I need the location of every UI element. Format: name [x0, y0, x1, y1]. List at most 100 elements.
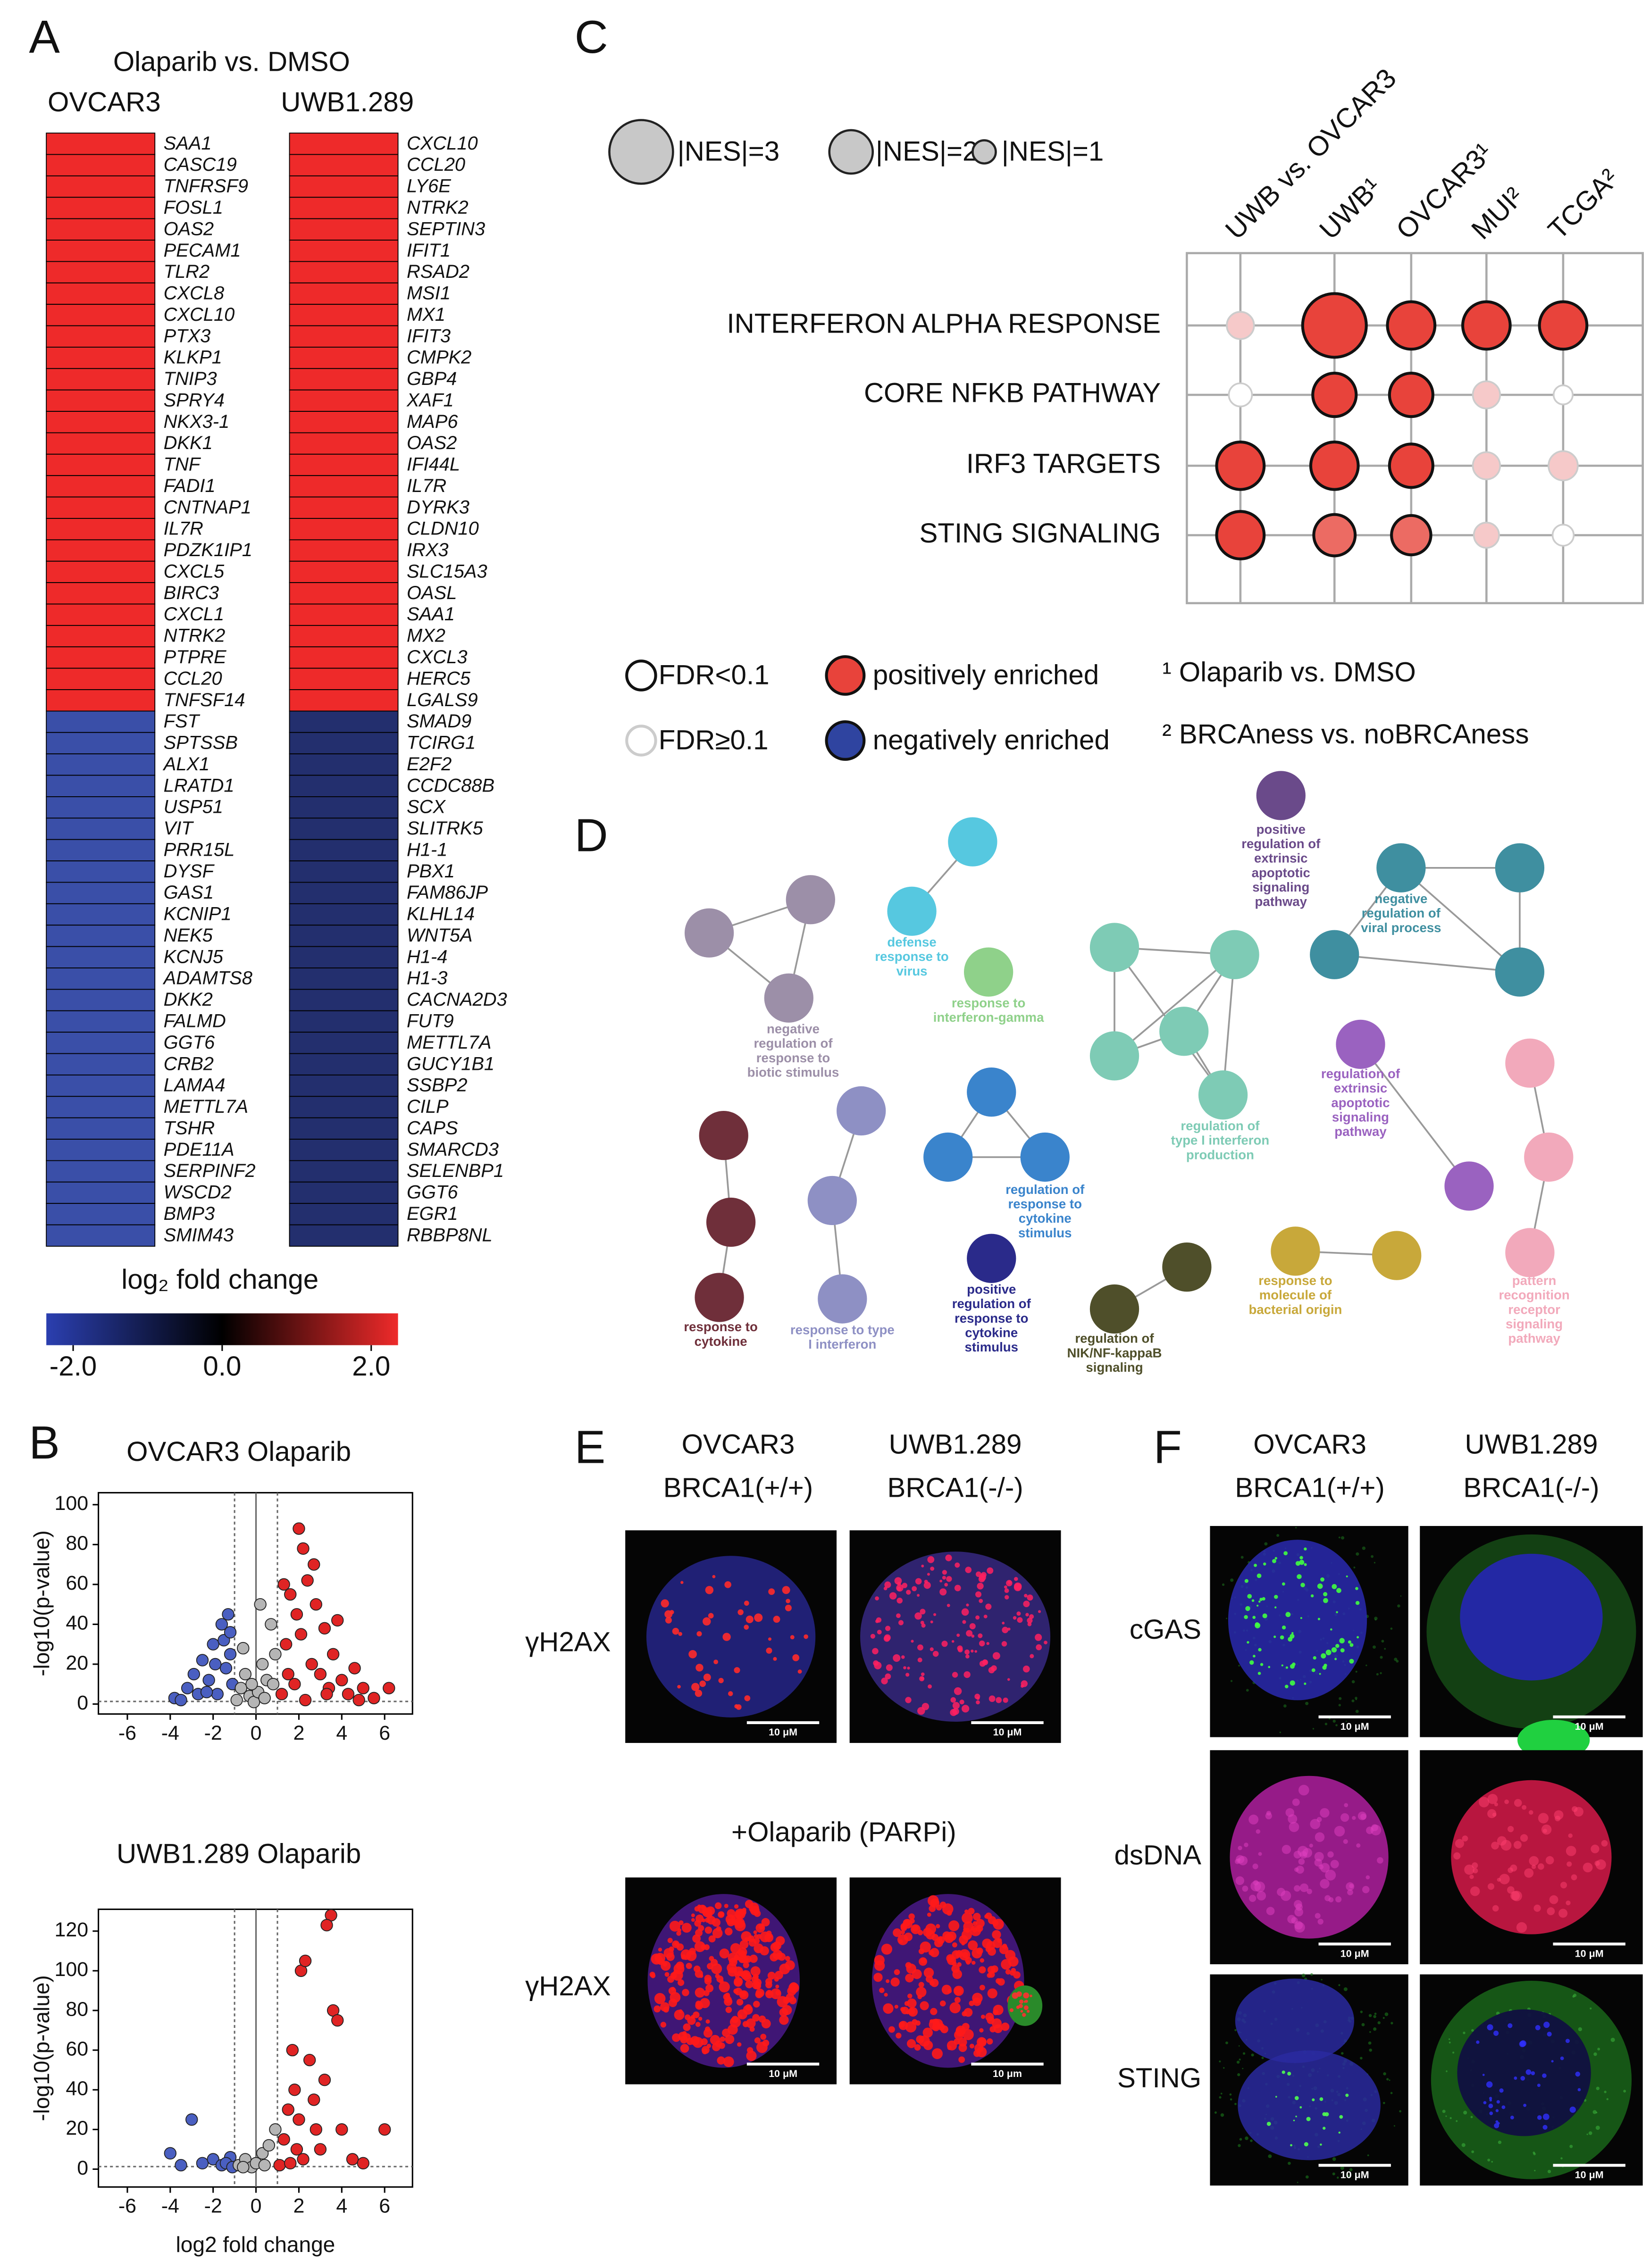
fluorescence-spot: [1510, 1864, 1517, 1872]
fluorescence-spot: [976, 1700, 980, 1705]
fluorescence-spot: [649, 1971, 655, 1977]
fluorescence-spot: [1294, 1921, 1303, 1930]
fluorescence-spot: [923, 1927, 932, 1937]
fluorescence-spot: [1349, 2168, 1353, 2171]
heatmap-cell: [46, 1181, 156, 1204]
fluorescence-spot: [1248, 1814, 1259, 1825]
size-legend-circle: [608, 119, 674, 185]
fluorescence-spot: [965, 1957, 972, 1964]
fluorescence-spot: [992, 1652, 1000, 1660]
fluorescence-spot: [698, 2017, 703, 2021]
heatmap-cell: [46, 967, 156, 990]
legend-negative: [825, 720, 866, 761]
fluorescence-spot: [753, 2001, 760, 2008]
fluorescence-spot: [683, 2023, 691, 2031]
fluorescence-spot: [916, 2035, 924, 2043]
gene-label: CXCL10: [164, 304, 235, 325]
fluorescence-spot: [912, 1925, 919, 1932]
fluorescence-spot: [963, 2029, 974, 2040]
fluorescence-spot: [1355, 1587, 1358, 1590]
y-tick-label: 80: [66, 1532, 88, 1555]
fluorescence-spot: [1377, 2021, 1381, 2025]
cluster-label: response to: [756, 1051, 830, 1065]
fluorescence-spot: [1514, 2076, 1517, 2080]
cluster-label: defense: [887, 935, 936, 950]
fluorescence-spot: [1311, 1668, 1315, 1672]
fluorescence-spot: [886, 1979, 890, 1983]
fluorescence-spot: [979, 1984, 985, 1991]
fluorescence-spot: [902, 1583, 908, 1588]
fluorescence-spot: [917, 1930, 923, 1935]
fluorescence-spot: [1510, 2116, 1514, 2119]
fluorescence-spot: [1542, 2113, 1549, 2120]
fluorescence-spot: [730, 1943, 741, 1954]
volcano-point: [282, 1668, 294, 1681]
fluorescence-spot: [1238, 2144, 1241, 2147]
fluorescence-spot: [1307, 1889, 1312, 1894]
fluorescence-spot: [1542, 2073, 1547, 2078]
gene-label: CLDN10: [407, 518, 479, 539]
x-tick-label: 4: [336, 1722, 347, 1744]
fluorescence-spot: [931, 2048, 943, 2060]
fluorescence-spot: [1256, 1573, 1262, 1578]
fluorescence-spot: [1566, 1900, 1571, 1906]
fluorescence-spot: [875, 1596, 879, 1601]
fluorescence-spot: [680, 2044, 689, 2053]
column-header: UWB1.289: [1465, 1429, 1598, 1460]
fluorescence-spot: [1464, 1864, 1474, 1875]
x-tick-label: 0: [251, 1722, 262, 1744]
fluorescence-spot: [725, 1996, 732, 2003]
fluorescence-spot: [1487, 1883, 1495, 1890]
fluorescence-spot: [786, 1599, 790, 1603]
fluorescence-spot: [982, 1659, 988, 1665]
fluorescence-spot: [694, 1941, 705, 1952]
fluorescence-spot: [961, 1929, 972, 1940]
column-name: UWB1.289: [281, 87, 414, 117]
network-node: [807, 1176, 857, 1226]
fluorescence-spot: [1469, 1875, 1474, 1879]
fluorescence-spot: [905, 1974, 914, 1983]
fluorescence-spot: [964, 1649, 970, 1655]
fluorescence-spot: [1219, 2096, 1222, 2099]
panel-letter: A: [29, 11, 60, 63]
enrichment-dot: [1215, 510, 1266, 560]
gene-label: GGT6: [164, 1032, 215, 1053]
fluorescence-spot: [1399, 2110, 1402, 2113]
fluorescence-spot: [1007, 1580, 1012, 1584]
volcano-point: [314, 2143, 327, 2156]
fluorescence-spot: [719, 1981, 730, 1993]
y-tick-label: 20: [66, 1651, 88, 1674]
fluorescence-spot: [957, 1962, 962, 1967]
fluorescence-spot: [676, 1943, 684, 1951]
fluorescence-spot: [942, 1576, 946, 1580]
heatmap-cell: [289, 625, 399, 648]
fluorescence-spot: [1483, 2101, 1487, 2104]
fluorescence-spot: [698, 1925, 704, 1932]
x-tick-label: -6: [118, 2195, 136, 2218]
fluorescence-spot: [1245, 1606, 1250, 1611]
network-node: [1089, 1031, 1139, 1081]
fluorescence-spot: [1336, 1588, 1341, 1593]
heatmap-cell: [289, 603, 399, 626]
fluorescence-spot: [1606, 2098, 1609, 2101]
volcano-point: [327, 1648, 340, 1660]
volcano-point: [258, 2159, 271, 2172]
fluorescence-spot: [956, 1634, 960, 1637]
gene-label: CXCL5: [164, 561, 225, 582]
heatmap-cell: [46, 496, 156, 519]
fluorescence-spot: [1258, 1601, 1261, 1603]
legend-fdr-sig: [625, 659, 657, 692]
fluorescence-spot: [748, 1939, 757, 1947]
fluorescence-spot: [1244, 1843, 1248, 1847]
fluorescence-spot: [1252, 1863, 1258, 1869]
fluorescence-spot: [980, 1572, 987, 1578]
volcano-point: [256, 1658, 269, 1671]
fluorescence-spot: [987, 1988, 997, 1999]
y-axis-label: -log10(p-value): [29, 1975, 54, 2121]
fluorescence-spot: [1355, 1601, 1360, 1605]
network-node: [1376, 843, 1426, 892]
fluorescence-spot: [1284, 1684, 1289, 1689]
fluorescence-spot: [718, 1678, 724, 1684]
gene-label: IL7R: [407, 475, 446, 496]
fluorescence-spot: [954, 2030, 964, 2040]
